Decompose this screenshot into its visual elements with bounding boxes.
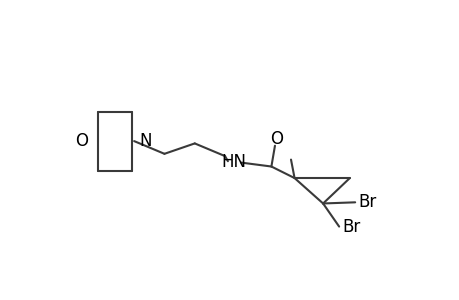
Text: Br: Br (342, 218, 360, 236)
Text: N: N (139, 132, 151, 150)
Text: HN: HN (221, 153, 246, 171)
Text: O: O (75, 132, 88, 150)
Text: Br: Br (358, 193, 376, 211)
Text: O: O (269, 130, 283, 148)
